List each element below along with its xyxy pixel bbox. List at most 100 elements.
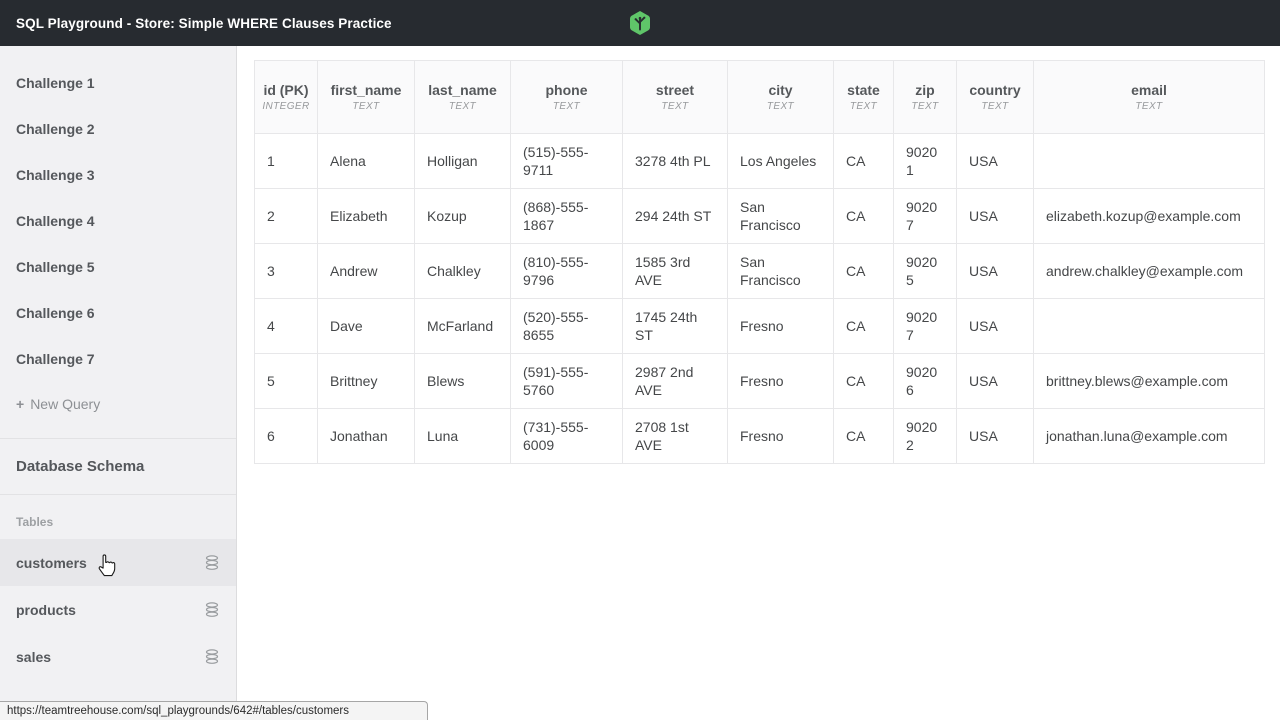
column-header[interactable]: zip TEXT xyxy=(893,60,957,134)
challenge-list: Challenge 1 Challenge 2 Challenge 3 Chal… xyxy=(0,46,236,382)
sidebar-item-challenge[interactable]: Challenge 7 xyxy=(0,336,236,382)
table-cell: 2987 2nd AVE xyxy=(622,353,728,409)
column-type: TEXT xyxy=(981,101,1009,113)
table-cell: Kozup xyxy=(414,188,511,244)
link-preview-url: https://teamtreehouse.com/sql_playground… xyxy=(7,705,349,717)
sidebar-item-challenge[interactable]: Challenge 2 xyxy=(0,106,236,152)
table-cell: 2 xyxy=(254,188,318,244)
table-row: 6 Jonathan Luna (731)-555-6009 2708 1st AVE F… xyxy=(254,408,1265,464)
table-cell: USA xyxy=(956,298,1034,354)
column-header[interactable]: state TEXT xyxy=(833,60,894,134)
challenge-label: Challenge 7 xyxy=(16,351,95,367)
column-name: city xyxy=(768,81,793,98)
table-cell: (810)-555-9796 xyxy=(510,243,623,299)
table-cell: USA xyxy=(956,188,1034,244)
table-cell: McFarland xyxy=(414,298,511,354)
table-cell: 1585 3rd AVE xyxy=(622,243,728,299)
column-header[interactable]: phone TEXT xyxy=(510,60,623,134)
column-type: TEXT xyxy=(1135,101,1163,113)
table-cell: Brittney xyxy=(317,353,415,409)
table-cell: San Francisco xyxy=(727,188,834,244)
column-header[interactable]: country TEXT xyxy=(956,60,1034,134)
column-header[interactable]: id (PK) INTEGER xyxy=(254,60,318,134)
table-cell: CA xyxy=(833,243,894,299)
table-cell: (520)-555-8655 xyxy=(510,298,623,354)
table-cell: Elizabeth xyxy=(317,188,415,244)
customers-table: id (PK) INTEGER first_name TEXT last_nam… xyxy=(254,60,1265,464)
table-row: 3 Andrew Chalkley (810)-555-9796 1585 3rd AV… xyxy=(254,243,1265,299)
sidebar-item-table[interactable]: customers xyxy=(0,539,236,586)
table-name-label: customers xyxy=(16,554,87,571)
tables-list: customers products xyxy=(0,539,236,680)
table-cell: 1745 24th ST xyxy=(622,298,728,354)
table-cell: 90207 xyxy=(893,298,957,354)
top-navbar: SQL Playground - Store: Simple WHERE Cla… xyxy=(0,0,1280,46)
column-name: first_name xyxy=(330,81,402,98)
table-cell: 4 xyxy=(254,298,318,354)
sidebar-item-challenge[interactable]: Challenge 5 xyxy=(0,244,236,290)
column-header[interactable]: street TEXT xyxy=(622,60,728,134)
table-body: 1 Alena Holligan (515)-555-9711 3278 4th PL L… xyxy=(254,133,1265,464)
treehouse-logo-icon xyxy=(630,11,650,35)
challenge-label: Challenge 6 xyxy=(16,305,95,321)
table-cell: Luna xyxy=(414,408,511,464)
new-query-button[interactable]: + New Query xyxy=(0,382,236,426)
column-name: state xyxy=(847,81,880,98)
column-name: street xyxy=(655,81,695,98)
table-row: 4 Dave McFarland (520)-555-8655 1745 24th ST… xyxy=(254,298,1265,354)
main-content: id (PK) INTEGER first_name TEXT last_nam… xyxy=(238,46,1280,720)
table-cell: Fresno xyxy=(727,353,834,409)
challenge-label: Challenge 1 xyxy=(16,75,95,91)
sidebar-divider xyxy=(0,494,236,495)
column-type: INTEGER xyxy=(262,101,310,113)
table-cell: 90202 xyxy=(893,408,957,464)
column-header[interactable]: email TEXT xyxy=(1033,60,1265,134)
table-cell: 90205 xyxy=(893,243,957,299)
column-type: TEXT xyxy=(911,101,939,113)
tables-section-label: Tables xyxy=(16,515,54,529)
table-cell: CA xyxy=(833,408,894,464)
table-cell: USA xyxy=(956,408,1034,464)
plus-icon: + xyxy=(16,396,25,412)
column-name: phone xyxy=(545,81,588,98)
challenge-label: Challenge 2 xyxy=(16,121,95,137)
column-header[interactable]: first_name TEXT xyxy=(317,60,415,134)
table-cell: 3278 4th PL xyxy=(622,133,728,189)
table-cell: Jonathan xyxy=(317,408,415,464)
table-cell: USA xyxy=(956,243,1034,299)
database-icon xyxy=(205,554,219,570)
table-cell: 3 xyxy=(254,243,318,299)
sidebar-item-table[interactable]: sales xyxy=(0,633,236,680)
table-cell: Andrew xyxy=(317,243,415,299)
table-cell: CA xyxy=(833,133,894,189)
sidebar-item-challenge[interactable]: Challenge 3 xyxy=(0,152,236,198)
table-cell: 90207 xyxy=(893,188,957,244)
table-cell: USA xyxy=(956,353,1034,409)
table-cell: CA xyxy=(833,188,894,244)
sidebar-item-challenge[interactable]: Challenge 4 xyxy=(0,198,236,244)
table-row: 1 Alena Holligan (515)-555-9711 3278 4th PL L… xyxy=(254,133,1265,189)
table-name-label: sales xyxy=(16,648,52,665)
challenge-label: Challenge 5 xyxy=(16,259,95,275)
column-type: TEXT xyxy=(849,101,878,113)
sidebar-item-challenge[interactable]: Challenge 6 xyxy=(0,290,236,336)
column-type: TEXT xyxy=(448,101,477,113)
table-cell: CA xyxy=(833,298,894,354)
table-cell: 90201 xyxy=(893,133,957,189)
column-header[interactable]: city TEXT xyxy=(727,60,834,134)
table-cell: Holligan xyxy=(414,133,511,189)
table-name-label: products xyxy=(16,601,76,618)
column-header[interactable]: last_name TEXT xyxy=(414,60,511,134)
challenge-label: Challenge 4 xyxy=(16,213,95,229)
table-cell xyxy=(1033,133,1265,189)
database-icon xyxy=(205,648,219,664)
sidebar-item-challenge[interactable]: Challenge 1 xyxy=(0,60,236,106)
column-name: email xyxy=(1131,81,1167,98)
table-cell: brittney.blews@example.com xyxy=(1033,353,1265,409)
sidebar-item-table[interactable]: products xyxy=(0,586,236,633)
table-cell: 2708 1st AVE xyxy=(622,408,728,464)
table-header-row: id (PK) INTEGER first_name TEXT last_nam… xyxy=(254,60,1265,134)
table-cell: USA xyxy=(956,133,1034,189)
column-name: last_name xyxy=(428,81,497,98)
table-cell: jonathan.luna@example.com xyxy=(1033,408,1265,464)
